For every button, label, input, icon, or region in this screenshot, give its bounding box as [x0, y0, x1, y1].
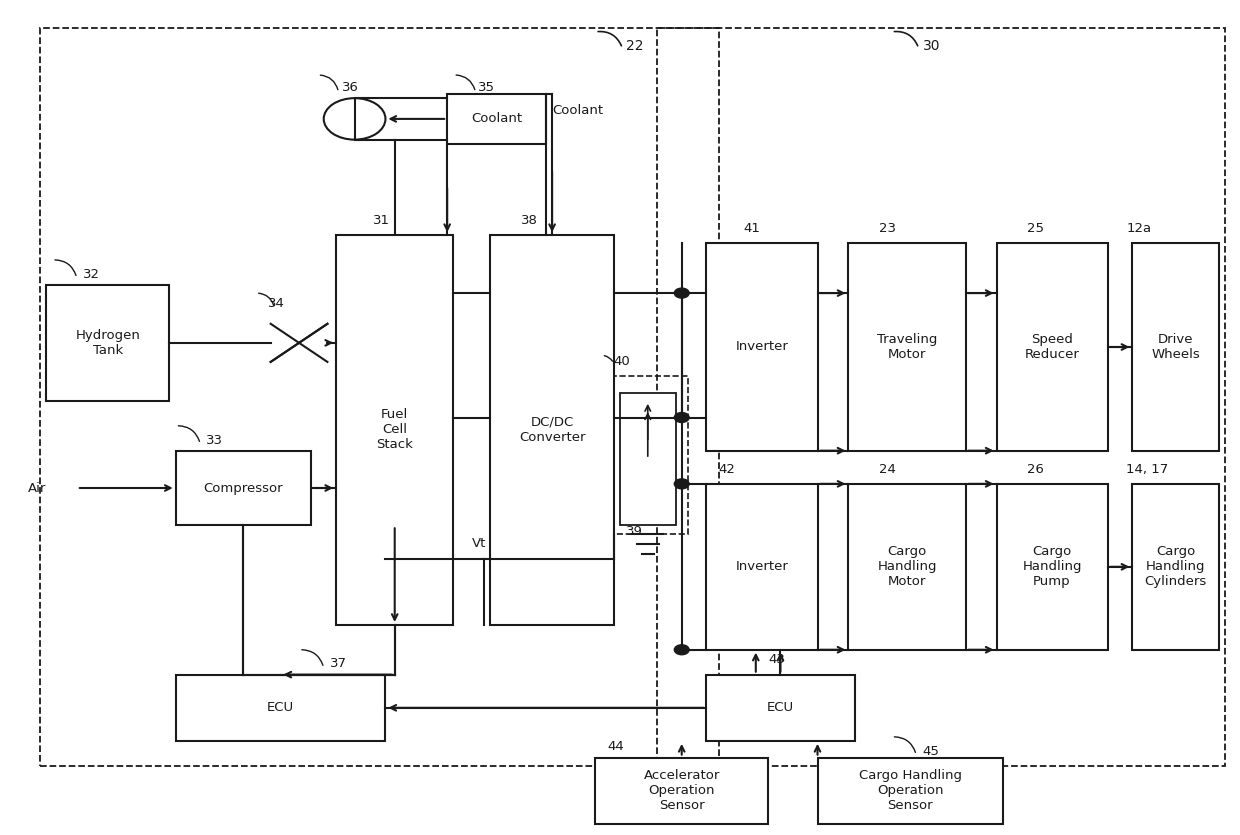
- Bar: [176, 451, 311, 525]
- Circle shape: [675, 645, 689, 655]
- Text: Inverter: Inverter: [735, 560, 789, 574]
- Text: ECU: ECU: [766, 701, 794, 714]
- Bar: [608, 376, 688, 534]
- Text: DC/DC
Converter: DC/DC Converter: [518, 416, 585, 444]
- Bar: [707, 243, 817, 451]
- Text: 24: 24: [879, 463, 897, 476]
- Text: 35: 35: [479, 81, 495, 94]
- Bar: [1132, 243, 1219, 451]
- Text: Compressor: Compressor: [203, 482, 283, 494]
- Text: 32: 32: [83, 268, 100, 281]
- Bar: [40, 28, 719, 766]
- Bar: [817, 757, 1003, 824]
- Text: 22: 22: [626, 38, 644, 53]
- Text: 26: 26: [1028, 463, 1044, 476]
- Text: 42: 42: [719, 463, 735, 476]
- Bar: [595, 757, 768, 824]
- Text: 44: 44: [608, 741, 625, 753]
- Text: 31: 31: [373, 214, 391, 227]
- Text: ECU: ECU: [267, 701, 294, 714]
- Text: Coolant: Coolant: [471, 113, 522, 125]
- Bar: [1132, 483, 1219, 650]
- Circle shape: [675, 288, 689, 298]
- Circle shape: [675, 412, 689, 423]
- Text: 36: 36: [342, 81, 360, 94]
- Text: Accelerator
Operation
Sensor: Accelerator Operation Sensor: [644, 769, 720, 812]
- Bar: [657, 28, 1225, 766]
- Bar: [46, 285, 170, 401]
- Text: 39: 39: [626, 524, 644, 538]
- Text: 23: 23: [879, 222, 897, 235]
- Bar: [997, 483, 1107, 650]
- Text: Fuel
Cell
Stack: Fuel Cell Stack: [376, 408, 413, 452]
- Text: Cargo
Handling
Pump: Cargo Handling Pump: [1022, 545, 1081, 589]
- Text: 33: 33: [207, 433, 223, 447]
- Text: 41: 41: [744, 222, 760, 235]
- Text: 38: 38: [521, 214, 538, 227]
- Text: Coolant: Coolant: [552, 104, 603, 117]
- Text: Cargo
Handling
Motor: Cargo Handling Motor: [877, 545, 936, 589]
- Bar: [848, 483, 966, 650]
- Bar: [490, 235, 614, 625]
- Bar: [336, 235, 454, 625]
- Bar: [997, 243, 1107, 451]
- Text: Drive
Wheels: Drive Wheels: [1151, 333, 1200, 361]
- Text: 25: 25: [1028, 222, 1044, 235]
- Text: 37: 37: [330, 657, 347, 671]
- Text: 14, 17: 14, 17: [1126, 463, 1168, 476]
- Text: Air: Air: [27, 482, 46, 494]
- Bar: [176, 675, 386, 741]
- Circle shape: [675, 479, 689, 488]
- Text: Speed
Reducer: Speed Reducer: [1024, 333, 1080, 361]
- Text: Hydrogen
Tank: Hydrogen Tank: [76, 329, 140, 357]
- Text: 12a: 12a: [1126, 222, 1151, 235]
- Bar: [848, 243, 966, 451]
- Text: Traveling
Motor: Traveling Motor: [877, 333, 937, 361]
- Text: Vt: Vt: [472, 537, 486, 550]
- Bar: [707, 483, 817, 650]
- Text: 30: 30: [923, 38, 940, 53]
- Circle shape: [324, 99, 386, 139]
- Text: Inverter: Inverter: [735, 341, 789, 353]
- Bar: [620, 392, 676, 525]
- Text: 40: 40: [614, 355, 631, 367]
- Text: 34: 34: [268, 296, 285, 310]
- Text: Cargo
Handling
Cylinders: Cargo Handling Cylinders: [1145, 545, 1207, 589]
- Text: Cargo Handling
Operation
Sensor: Cargo Handling Operation Sensor: [858, 769, 961, 812]
- Text: 43: 43: [768, 653, 785, 666]
- Bar: [448, 94, 546, 144]
- Text: 45: 45: [923, 745, 940, 757]
- Bar: [707, 675, 854, 741]
